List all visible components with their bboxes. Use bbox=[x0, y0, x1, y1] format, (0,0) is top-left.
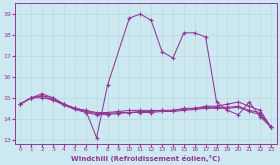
X-axis label: Windchill (Refroidissement éolien,°C): Windchill (Refroidissement éolien,°C) bbox=[71, 155, 220, 162]
